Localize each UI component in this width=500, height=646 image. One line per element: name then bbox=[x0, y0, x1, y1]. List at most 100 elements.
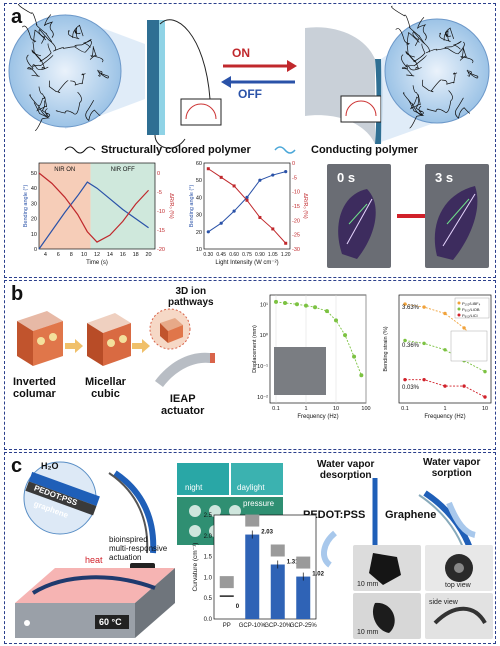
arrow-right-icon bbox=[132, 339, 150, 353]
polymer-chain bbox=[18, 4, 53, 42]
y-tick-left: 50 bbox=[31, 171, 37, 177]
data-point-delta-r bbox=[219, 175, 223, 179]
legend-entry: P₆₀₂/LiCl bbox=[462, 313, 478, 318]
y-axis-label: Curvature (cm⁻¹) bbox=[192, 543, 199, 592]
x-tick-label: 6 bbox=[57, 252, 60, 258]
inverted-columnar-label: Inverted columar bbox=[13, 376, 56, 400]
data-point bbox=[352, 354, 357, 359]
chart-bending-strain-frequency: 3.63% 0.36% 0.03% P₁₀₂/LiBF₄P₆₀₂/LiOBP₆₀₂/L… bbox=[383, 294, 492, 420]
data-point-bending bbox=[206, 230, 210, 234]
panel-label-c: c bbox=[11, 455, 23, 477]
polymer-chain bbox=[402, 92, 421, 110]
daylight-label: daylight bbox=[237, 483, 265, 492]
panel-a-schematic bbox=[8, 4, 490, 154]
polymer-chain bbox=[38, 86, 49, 117]
polymer-chain bbox=[426, 90, 453, 113]
x-tick-label: 14 bbox=[107, 252, 113, 258]
data-point bbox=[313, 305, 318, 310]
legend-entry: P₆₀₂/LiOB bbox=[462, 307, 480, 312]
x-tick-label: 10 bbox=[333, 406, 339, 412]
y-tick-right: -5 bbox=[292, 175, 297, 181]
x-tick-label: GCP-25% bbox=[290, 623, 318, 629]
polymer-chain bbox=[41, 100, 51, 118]
x-tick-label: 0.30 bbox=[203, 252, 213, 258]
y-tick-right: 0 bbox=[157, 171, 160, 177]
polymer-chain bbox=[53, 40, 92, 53]
polymer-chain bbox=[395, 28, 420, 45]
y-tick-left: 60 bbox=[196, 161, 202, 167]
bar-value-label: 1.02 bbox=[312, 572, 324, 578]
data-point-delta-r bbox=[258, 215, 262, 219]
inverted-columnar-cube bbox=[17, 311, 63, 366]
data-point bbox=[403, 302, 407, 306]
ohmmeter-left bbox=[180, 98, 222, 126]
data-point bbox=[324, 309, 329, 314]
chart2-frame bbox=[203, 162, 291, 250]
bar-GCP-20% bbox=[270, 564, 285, 619]
x-tick-label: 8 bbox=[70, 252, 73, 258]
data-point-delta-r bbox=[271, 227, 275, 231]
scale-label: 10 mm bbox=[357, 581, 379, 588]
polymer-chain bbox=[391, 5, 426, 45]
x-tick-label: 0.75 bbox=[242, 252, 252, 258]
polymer-network-right bbox=[384, 18, 490, 124]
bar-value-label: 0 bbox=[236, 604, 240, 610]
y-tick-left: 40 bbox=[31, 186, 37, 192]
top-view-label: top view bbox=[445, 582, 471, 589]
data-point bbox=[483, 369, 487, 374]
polymer-chain bbox=[55, 91, 82, 115]
x-tick-label: 0.90 bbox=[255, 252, 265, 258]
polymer-chain bbox=[48, 80, 69, 93]
data-point-delta-r bbox=[284, 241, 288, 245]
y-tick-label: 1.0 bbox=[204, 575, 213, 581]
graphene-layer bbox=[25, 481, 97, 516]
x-tick-label: 1 bbox=[443, 406, 446, 412]
bar-GCP-25% bbox=[296, 576, 311, 619]
polymer-chain bbox=[455, 97, 471, 119]
desorption-label: Water vapor desorption bbox=[317, 459, 375, 481]
y-axis-label-left: Bending angle (°) bbox=[189, 185, 195, 228]
curved-film-icon bbox=[113, 470, 157, 554]
polymer-chain bbox=[415, 98, 424, 115]
x-tick-label: 16 bbox=[120, 252, 126, 258]
nir-off-region bbox=[90, 163, 155, 249]
polymer-chain bbox=[74, 39, 92, 48]
data-point bbox=[443, 311, 447, 316]
data-point-bending bbox=[245, 195, 249, 199]
data-point bbox=[403, 377, 407, 382]
series-bending-angle bbox=[38, 181, 149, 250]
polymer-chain bbox=[21, 25, 47, 43]
y-tick-right: -20 bbox=[292, 218, 300, 224]
pedot-big-label: PEDOT:PSS bbox=[303, 509, 366, 521]
y-tick-label: 0.5 bbox=[204, 596, 213, 602]
data-point-bending bbox=[219, 221, 223, 225]
polymer-network-left bbox=[8, 14, 122, 128]
polymer-chain bbox=[74, 24, 84, 37]
y-tick-right: -10 bbox=[292, 190, 300, 196]
panel-c: c H₂O PEDOT:PSS graphene bioinspired mul… bbox=[4, 452, 496, 644]
x-tick-label: GCP-20% bbox=[264, 623, 292, 629]
photo-top-1: 10 mm bbox=[353, 545, 421, 591]
bar-value-label: 2.03 bbox=[261, 530, 273, 536]
actuator-0s bbox=[338, 189, 376, 259]
data-point bbox=[443, 384, 447, 388]
legend-cond-label: Conducting polymer bbox=[311, 144, 418, 156]
y-axis-label-right: ΔR/R₀ (%) bbox=[168, 193, 174, 219]
temp-label: 60 °C bbox=[99, 617, 122, 627]
x-tick-label: 1.05 bbox=[268, 252, 278, 258]
flat-film-struct bbox=[159, 20, 165, 135]
strain-annotation: 3.63% bbox=[402, 305, 420, 311]
series-delta-r bbox=[38, 172, 149, 243]
data-point bbox=[443, 348, 447, 352]
x-tick-label: 0.1 bbox=[272, 406, 280, 412]
graphene-big-label: Graphene bbox=[385, 509, 437, 521]
legend-line-struct bbox=[64, 146, 96, 154]
side-view-label: side view bbox=[429, 599, 458, 606]
bent-film bbox=[305, 27, 375, 144]
polymer-chain bbox=[441, 72, 458, 85]
x-axis-label: Frequency (Hz) bbox=[297, 414, 338, 420]
on-label: ON bbox=[232, 46, 250, 60]
x-tick-label: 0.1 bbox=[401, 406, 409, 412]
panel-b: b 3D ion pathways Inverted columar Micel… bbox=[4, 280, 496, 450]
heat-label: heat bbox=[85, 555, 103, 565]
